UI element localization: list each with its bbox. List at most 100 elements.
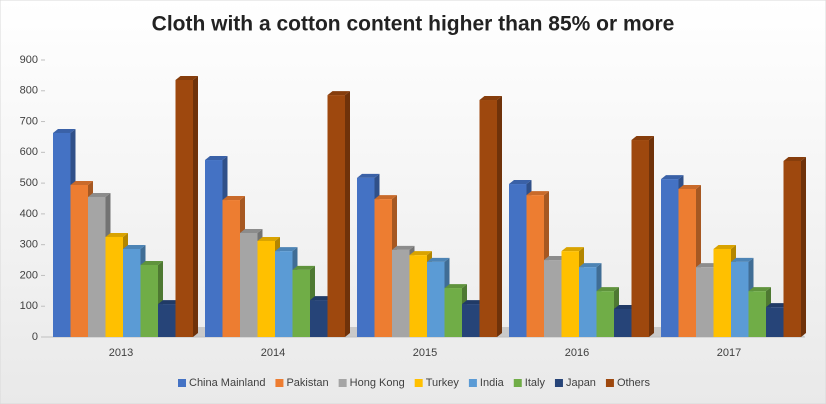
bar-top: [661, 175, 684, 180]
legend-label: Italy: [525, 377, 546, 389]
bar-top: [357, 173, 380, 178]
legend-label: Hong Kong: [350, 377, 405, 389]
bar: [678, 188, 696, 337]
bar-top: [526, 191, 549, 196]
bar: [509, 184, 527, 337]
bar: [783, 160, 801, 337]
legend-label: Turkey: [426, 377, 460, 389]
bar: [766, 307, 784, 337]
bar-top: [579, 263, 602, 268]
bar: [70, 184, 88, 337]
bar-top: [275, 247, 298, 252]
bar: [257, 240, 275, 337]
bar: [310, 300, 328, 337]
bar-top: [783, 156, 806, 161]
bar-top: [327, 91, 350, 96]
bar-top: [205, 156, 228, 161]
bar: [631, 140, 649, 337]
bar: [444, 288, 462, 337]
legend-swatch: [338, 379, 347, 387]
bar-top: [766, 303, 789, 308]
bar: [327, 95, 345, 337]
bar-side: [193, 76, 198, 337]
legend-label: Pakistan: [286, 377, 328, 389]
bar: [374, 199, 392, 337]
y-tick-label: 500: [20, 177, 38, 189]
legend-label: India: [480, 377, 505, 389]
bar-top: [123, 244, 146, 249]
bar-top: [53, 128, 76, 133]
y-tick-label: 800: [20, 85, 38, 97]
bar: [731, 261, 749, 337]
legend-swatch: [275, 379, 284, 387]
bar: [357, 177, 375, 337]
bar-top: [561, 247, 584, 252]
bar: [105, 236, 123, 337]
x-tick-label: 2015: [413, 347, 437, 359]
y-tick-label: 600: [20, 146, 38, 158]
bar-top: [310, 296, 333, 301]
bar-top: [257, 236, 280, 241]
y-tick-label: 300: [20, 239, 38, 251]
bar-top: [678, 184, 701, 189]
bar-top: [696, 263, 719, 268]
bar-top: [444, 284, 467, 289]
bar-side: [497, 96, 502, 337]
bar-top: [631, 136, 654, 141]
bar-top: [713, 244, 736, 249]
bar: [462, 304, 480, 337]
bar: [275, 251, 293, 337]
bar: [240, 232, 258, 337]
bar-top: [175, 76, 198, 81]
bar: [205, 160, 223, 337]
bar: [614, 308, 632, 337]
bar-top: [544, 256, 567, 261]
legend-label: Others: [617, 377, 651, 389]
bar: [696, 267, 714, 337]
bar: [292, 269, 310, 337]
bar: [748, 291, 766, 337]
legend-swatch: [554, 379, 563, 387]
x-tick-label: 2014: [261, 347, 285, 359]
bar-top: [479, 96, 502, 101]
bar-top: [392, 245, 415, 250]
bar: [158, 304, 176, 337]
bar: [579, 267, 597, 337]
bar: [526, 195, 544, 337]
bar-top: [158, 300, 181, 305]
bar-top: [462, 300, 485, 305]
bar-top: [509, 180, 532, 185]
y-tick-label: 700: [20, 115, 38, 127]
bar-top: [596, 287, 619, 292]
y-tick-label: 900: [20, 54, 38, 66]
legend-label: Japan: [566, 377, 596, 389]
bar-top: [427, 257, 450, 262]
bar-top: [88, 192, 111, 197]
bar-top: [731, 257, 754, 262]
y-tick-label: 400: [20, 208, 38, 220]
bar-top: [409, 251, 432, 256]
legend-swatch: [513, 379, 522, 387]
bar-side: [801, 156, 806, 337]
bar: [561, 251, 579, 337]
bar-top: [105, 232, 128, 237]
bar: [53, 132, 71, 337]
bar-top: [140, 260, 163, 265]
y-tick-label: 0: [32, 331, 38, 343]
bar: [596, 291, 614, 337]
legend-swatch: [414, 379, 423, 387]
bar-top: [70, 180, 93, 185]
chart-title: Cloth with a cotton content higher than …: [152, 13, 675, 36]
x-tick-label: 2013: [109, 347, 133, 359]
bar-top: [222, 196, 245, 201]
bar: [409, 255, 427, 337]
bar: [175, 80, 193, 337]
x-tick-label: 2017: [717, 347, 741, 359]
x-tick-label: 2016: [565, 347, 589, 359]
bar-side: [649, 136, 654, 337]
bar: [123, 248, 141, 337]
bar-top: [374, 195, 397, 200]
legend-swatch: [178, 379, 186, 387]
bar-top: [292, 265, 315, 270]
